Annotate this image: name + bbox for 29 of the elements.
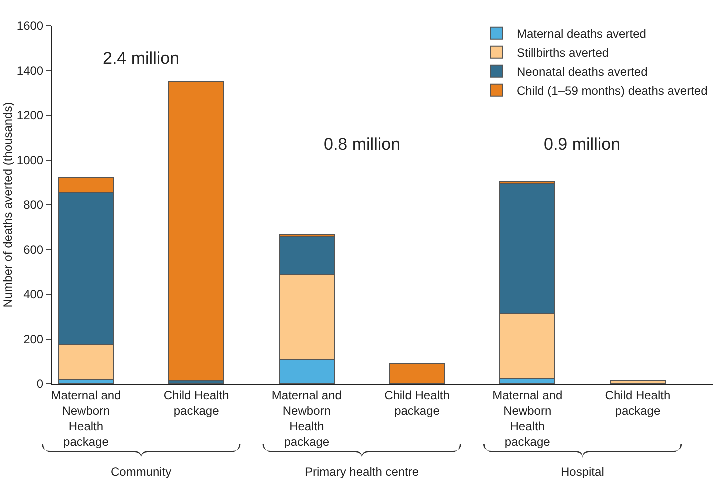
text: Primary health centre [305,465,420,479]
legend-label: Child (1–59 months) deaths averted [517,84,708,98]
y-tick-label: 1200 [16,108,44,123]
x-tick-label: Maternal and Newborn Health package [492,388,563,450]
x-tick-label: Child Health package [384,388,450,418]
legend-label: Stillbirths averted [517,46,610,60]
y-tick-label: 200 [24,332,44,346]
annotation: 0.9 million [544,135,621,154]
legend-label: Maternal deaths averted [517,27,646,42]
bar [610,380,666,384]
legend-label: Neonatal deaths averted [517,65,648,80]
y-tick-label: 0 [36,377,44,392]
y-tick-label: 1400 [16,64,44,78]
text: Community [111,465,172,479]
x-tick-label: Child Health package [605,388,671,418]
x-tick-label: Maternal and Newborn Health package [272,388,342,450]
bar [168,81,225,382]
text: Hospital [561,465,604,479]
y-axis-title: Number of deaths averted (thousands) [0,102,15,308]
y-tick-label: 1000 [16,153,44,168]
y-tick-label: 600 [24,242,44,257]
y-tick-label: 800 [24,198,44,212]
annotation: 2.4 million [103,49,180,68]
y-tick-label: 1600 [16,19,44,34]
y-tick-label: 400 [24,288,44,302]
annotation: 0.8 million [324,135,401,154]
bar [389,363,446,384]
x-tick-label: Maternal and Newborn Health package [51,388,122,450]
x-tick-label: Child Health package [164,388,230,418]
